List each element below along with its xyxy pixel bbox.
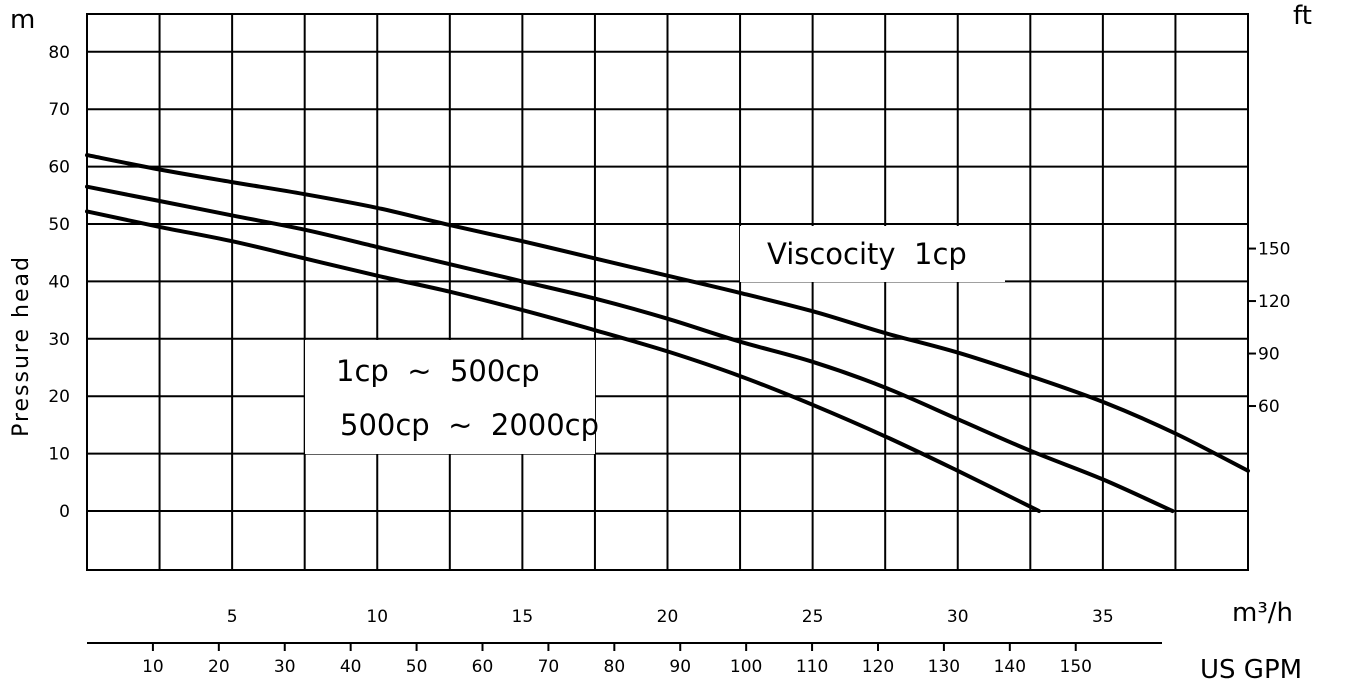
x-tick-label-gpm: 30 — [274, 657, 296, 677]
x-unit-secondary: US GPM — [1200, 655, 1302, 685]
curves — [85, 153, 1250, 513]
x-tick-label-gpm: 130 — [928, 657, 960, 677]
y-tick-label-right: 150 — [1258, 240, 1290, 260]
x-axis-gpm-ticks: 10 20 30 40 50 60 70 80 90 100 110 120 130 140 150 — [142, 643, 1092, 677]
label-box-viscosity — [740, 226, 1005, 282]
y-tick-label-left: 40 — [48, 272, 70, 292]
x-tick-label-m3h: 15 — [512, 607, 534, 627]
y-unit-right: ft — [1293, 1, 1312, 31]
y-tick-label-left: 80 — [48, 43, 70, 63]
y-tick-label-left: 70 — [48, 100, 70, 120]
y-tick-label-left: 60 — [48, 158, 70, 178]
y-unit-left: m — [10, 5, 35, 35]
x-tick-label-gpm: 60 — [472, 657, 494, 677]
chart-grid — [87, 14, 1248, 570]
x-tick-label-gpm: 150 — [1060, 657, 1092, 677]
x-tick-label-gpm: 20 — [208, 657, 230, 677]
y-tick-label-right: 60 — [1258, 397, 1280, 417]
curve-series-3 — [85, 209, 1041, 513]
y-tick-label-left: 10 — [48, 445, 70, 465]
label-range-high: 500cp ~ 2000cp — [340, 408, 599, 442]
y-tick-label-left: 50 — [48, 215, 70, 235]
label-viscosity-1cp: Viscocity 1cp — [767, 237, 967, 271]
x-tick-label-m3h: 10 — [366, 607, 388, 627]
x-tick-label-m3h: 20 — [657, 607, 679, 627]
x-axis-m3h-ticks: 5 10 15 20 25 30 35 — [227, 607, 1114, 627]
y-tick-label-left: 30 — [48, 330, 70, 350]
label-box-range — [305, 340, 595, 454]
x-tick-label-gpm: 90 — [669, 657, 691, 677]
x-tick-label-m3h: 30 — [947, 607, 969, 627]
y-tick-label-left: 0 — [59, 502, 70, 522]
x-tick-label-m3h: 5 — [227, 607, 238, 627]
curve-series-2 — [85, 184, 1175, 513]
y-tick-label-left: 20 — [48, 387, 70, 407]
y-tick-label-right: 120 — [1258, 292, 1290, 312]
x-tick-label-gpm: 70 — [538, 657, 560, 677]
y-tick-label-right: 90 — [1258, 345, 1280, 365]
label-range-low: 1cp ~ 500cp — [336, 354, 540, 388]
x-unit-primary: m³/h — [1232, 598, 1293, 628]
x-tick-label-gpm: 100 — [730, 657, 762, 677]
y-axis-right-ticks: 150 120 90 60 — [1248, 240, 1290, 417]
x-tick-label-gpm: 110 — [796, 657, 828, 677]
x-tick-label-m3h: 25 — [802, 607, 824, 627]
y-axis-left-ticks: 80 70 60 50 40 30 20 10 0 — [48, 43, 70, 522]
x-tick-label-gpm: 10 — [142, 657, 164, 677]
x-tick-label-gpm: 50 — [406, 657, 428, 677]
x-tick-label-gpm: 120 — [862, 657, 894, 677]
curve-series-1 — [85, 153, 1250, 473]
x-tick-label-gpm: 40 — [340, 657, 362, 677]
plot-frame — [86, 13, 1249, 571]
x-tick-label-m3h: 35 — [1092, 607, 1114, 627]
x-tick-label-gpm: 80 — [604, 657, 626, 677]
y-axis-label: Pressure head — [9, 255, 34, 437]
x-tick-label-gpm: 140 — [994, 657, 1026, 677]
